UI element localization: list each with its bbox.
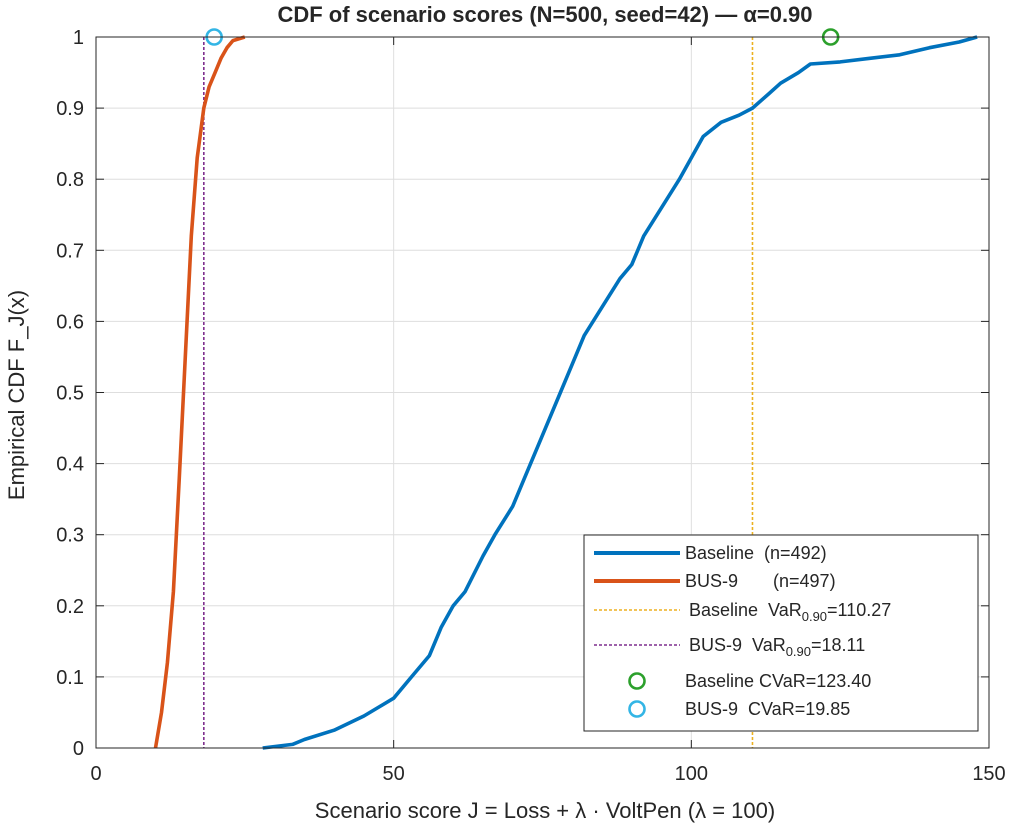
y-tick-label: 0.8 [56, 169, 84, 191]
x-tick-label: 50 [383, 763, 405, 785]
y-tick-label: 0.9 [56, 98, 84, 120]
y-tick-label: 0.2 [56, 596, 84, 618]
y-axis-label: Empirical CDF F_J(x) [4, 290, 29, 500]
legend-var-name: BUS-9 VaR [689, 635, 786, 655]
y-tick-label: 1 [73, 27, 84, 49]
chart-title: CDF of scenario scores (N=500, seed=42) … [277, 2, 812, 27]
legend-entry-label: Baseline CVaR=123.40 [685, 671, 871, 691]
x-axis-label: Scenario score J = Loss + λ · VoltPen (λ… [315, 798, 775, 823]
legend-var-value: =110.27 [827, 600, 891, 620]
axis-ticks: 0 50 100 150 0 0.1 0.2 0.3 0.4 0.5 0.6 0.7 0.8 0.9 1 [56, 27, 1006, 785]
legend-var-name: Baseline VaR [689, 600, 802, 620]
legend-entry-label: Baseline (n=492) [685, 543, 827, 563]
legend: Baseline (n=492) BUS-9 (n=497) Baseline Va… [583, 534, 979, 732]
legend-entry-label: Baseline VaR0.90=110.27 [689, 600, 891, 624]
y-tick-label: 0.6 [56, 311, 84, 333]
y-tick-label: 0.7 [56, 240, 84, 262]
y-tick-label: 0.1 [56, 667, 84, 689]
y-tick-label: 0.3 [56, 525, 84, 547]
y-tick-label: 0.5 [56, 383, 84, 405]
x-tick-label: 0 [90, 763, 101, 785]
legend-marker-sample [628, 700, 646, 718]
x-tick-label: 100 [675, 763, 708, 785]
legend-var-subscript: 0.90 [802, 609, 827, 624]
x-tick-label: 150 [972, 763, 1005, 785]
cdf-series [153, 35, 978, 750]
legend-var-value: =18.11 [811, 635, 865, 655]
series-line [262, 35, 978, 750]
y-tick-label: 0.4 [56, 454, 84, 476]
legend-var-subscript: 0.90 [786, 644, 811, 659]
legend-box [583, 534, 979, 732]
series-line [153, 35, 246, 749]
legend-marker-sample [628, 672, 646, 690]
y-tick-label: 0 [73, 738, 84, 760]
legend-entry-label: BUS-9 VaR0.90=18.11 [689, 635, 865, 659]
legend-entry-label: BUS-9 CVaR=19.85 [685, 699, 850, 719]
legend-entry-label: BUS-9 (n=497) [685, 571, 836, 591]
